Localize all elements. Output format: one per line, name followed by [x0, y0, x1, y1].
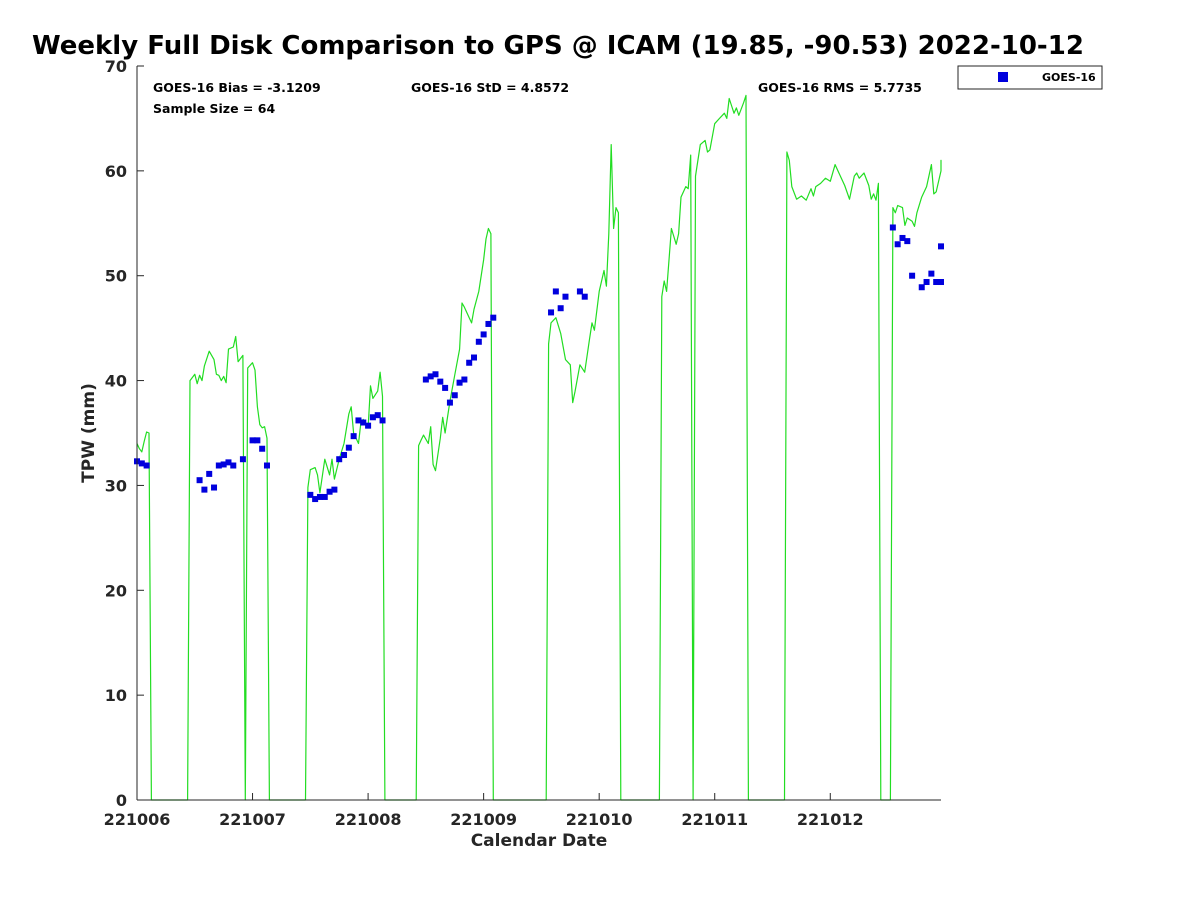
goes-data-point	[480, 331, 487, 338]
x-tick-label: 221006	[104, 810, 171, 829]
x-tick-label: 221010	[566, 810, 633, 829]
goes-data-point	[215, 462, 222, 469]
goes-data-point	[230, 462, 237, 469]
y-tick-label: 50	[105, 267, 127, 286]
goes-data-point	[437, 378, 444, 385]
goes-data-point	[889, 224, 896, 231]
y-axis-label: TPW (mm)	[79, 383, 99, 483]
y-tick-label: 10	[105, 686, 127, 705]
goes-data-point	[928, 270, 935, 277]
goes-data-point	[562, 293, 569, 300]
goes-data-point	[369, 414, 376, 421]
goes-data-point	[451, 392, 458, 399]
goes-data-point	[427, 373, 434, 380]
goes-data-point	[239, 456, 246, 463]
goes-data-point	[490, 314, 497, 321]
goes-data-point	[138, 460, 145, 467]
stat-sample-size: Sample Size = 64	[153, 101, 275, 116]
goes-data-point	[220, 461, 227, 468]
goes-data-point	[206, 470, 213, 477]
y-axis-ticks: 0 10 20 30 40 50 60 70	[105, 57, 144, 810]
goes-data-point	[918, 284, 925, 291]
gps-series-layer	[136, 94, 942, 801]
goes-data-point	[471, 354, 478, 361]
goes-data-point	[552, 288, 559, 295]
goes-data-point	[466, 359, 473, 366]
goes-data-point	[355, 417, 362, 424]
goes-series-layer	[134, 224, 944, 503]
goes-data-point	[576, 288, 583, 295]
stat-std: GOES-16 StD = 4.8572	[411, 80, 569, 95]
goes-data-point	[938, 243, 944, 250]
y-tick-label: 30	[105, 476, 127, 495]
legend: GOES-16	[957, 65, 1103, 90]
goes-data-point	[196, 477, 203, 484]
chart-title: Weekly Full Disk Comparison to GPS @ ICA…	[32, 31, 1084, 61]
goes-data-point	[341, 452, 348, 459]
goes-data-point	[249, 437, 256, 444]
x-tick-label: 221012	[797, 810, 864, 829]
x-tick-label: 221007	[219, 810, 286, 829]
y-tick-label: 70	[105, 57, 127, 76]
goes-data-point	[548, 309, 555, 316]
goes-data-point	[365, 422, 372, 429]
x-axis-label: Calendar Date	[471, 831, 608, 851]
goes-data-point	[475, 338, 482, 345]
goes-data-point	[432, 371, 439, 378]
goes-data-point	[442, 384, 449, 391]
goes-data-point	[326, 488, 333, 495]
goes-data-point	[456, 379, 463, 386]
plot-area	[134, 94, 944, 801]
stat-rms: GOES-16 RMS = 5.7735	[758, 80, 922, 95]
x-tick-label: 221009	[450, 810, 517, 829]
y-tick-label: 0	[116, 791, 127, 810]
legend-marker-goes	[998, 72, 1008, 82]
goes-data-point	[557, 305, 564, 312]
goes-data-point	[259, 445, 266, 452]
y-tick-label: 60	[105, 162, 127, 181]
goes-data-point	[461, 376, 468, 383]
goes-data-point	[923, 279, 930, 286]
legend-label-goes: GOES-16	[1042, 71, 1096, 84]
goes-data-point	[422, 376, 429, 383]
goes-data-point	[360, 419, 367, 426]
goes-data-point	[446, 399, 453, 406]
stat-bias: GOES-16 Bias = -3.1209	[153, 80, 321, 95]
x-axis-ticks: 221006 221007 221008 221009 221010 221011 2210…	[104, 793, 864, 829]
goes-data-point	[254, 437, 261, 444]
goes-data-point	[485, 320, 492, 327]
goes-data-point	[379, 417, 386, 424]
goes-data-point	[938, 279, 944, 286]
goes-data-point	[933, 279, 940, 286]
goes-data-point	[894, 241, 901, 248]
goes-data-point	[225, 459, 232, 466]
gps-tpw-line	[136, 94, 942, 801]
goes-data-point	[345, 444, 352, 451]
y-tick-label: 40	[105, 372, 127, 391]
goes-data-point	[909, 272, 916, 279]
goes-data-point	[581, 293, 588, 300]
goes-data-point	[312, 496, 319, 503]
goes-data-point	[336, 456, 343, 463]
goes-data-point	[211, 484, 218, 491]
goes-data-point	[899, 234, 906, 241]
goes-data-point	[263, 462, 270, 469]
legend-box	[957, 65, 1103, 90]
goes-data-point	[143, 462, 150, 469]
goes-data-point	[201, 486, 208, 493]
goes-data-point	[307, 491, 314, 498]
x-tick-label: 221008	[335, 810, 402, 829]
goes-data-point	[904, 238, 911, 245]
goes-data-point	[350, 433, 357, 440]
goes-data-point	[316, 493, 323, 500]
goes-data-point	[331, 486, 338, 493]
x-tick-label: 221011	[681, 810, 748, 829]
goes-data-point	[374, 412, 381, 419]
goes-data-point	[321, 493, 328, 500]
y-tick-label: 20	[105, 581, 127, 600]
